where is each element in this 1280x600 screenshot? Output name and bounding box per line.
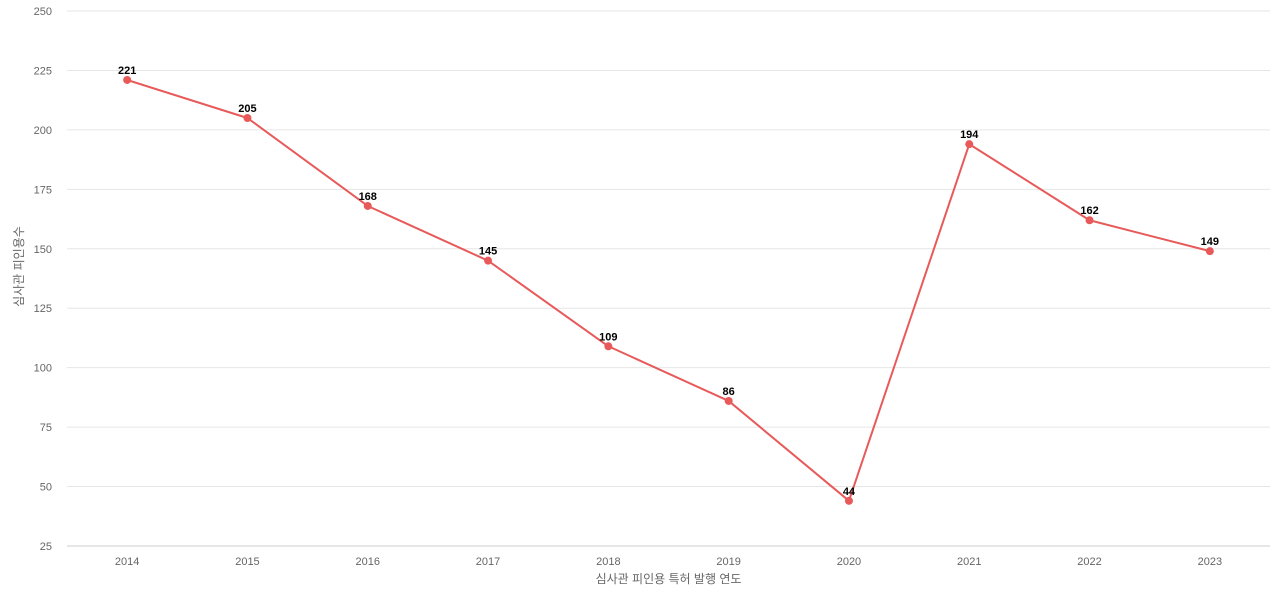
data-label-2020: 44 bbox=[843, 486, 856, 498]
data-labels: 221 205 168 145 109 86 44 194 162 149 bbox=[118, 65, 1219, 498]
x-tick-label-2014: 2014 bbox=[115, 556, 139, 568]
data-label-2014: 221 bbox=[118, 65, 136, 77]
x-tick-label-2018: 2018 bbox=[596, 556, 620, 568]
data-point-2019[interactable] bbox=[724, 396, 733, 405]
x-tick-label-2017: 2017 bbox=[476, 556, 500, 568]
data-label-2019: 86 bbox=[723, 386, 735, 398]
data-point-2015[interactable] bbox=[243, 114, 252, 122]
x-axis-ticks: 2014 2015 2016 2017 2018 2019 2020 2021 2022 2023 bbox=[115, 556, 1222, 568]
x-tick-label-2022: 2022 bbox=[1077, 556, 1101, 568]
y-axis-title: 심사관 피인용수 bbox=[12, 226, 26, 307]
x-axis-title: 심사관 피인용 특허 발행 연도 bbox=[596, 571, 742, 586]
data-label-2022: 162 bbox=[1080, 205, 1098, 217]
y-tick-label-25: 25 bbox=[40, 541, 52, 553]
data-point-2014[interactable] bbox=[123, 75, 132, 84]
y-tick-label-150: 150 bbox=[34, 244, 52, 256]
x-tick-label-2015: 2015 bbox=[235, 556, 259, 568]
series bbox=[123, 75, 1214, 505]
y-tick-label-75: 75 bbox=[40, 422, 52, 434]
x-tick-label-2020: 2020 bbox=[837, 556, 861, 568]
x-tick-label-2023: 2023 bbox=[1198, 556, 1222, 568]
y-tick-label-175: 175 bbox=[34, 184, 52, 196]
y-tick-label-225: 225 bbox=[34, 65, 52, 77]
series-line-0 bbox=[126, 79, 1211, 502]
y-tick-label-250: 250 bbox=[34, 6, 52, 18]
data-label-2016: 168 bbox=[359, 191, 377, 203]
x-tick-label-2016: 2016 bbox=[356, 556, 380, 568]
data-label-2015: 205 bbox=[238, 103, 256, 115]
y-tick-label-200: 200 bbox=[34, 125, 52, 137]
x-tick-label-2019: 2019 bbox=[716, 556, 740, 568]
data-point-2020[interactable] bbox=[844, 496, 853, 505]
y-tick-label-100: 100 bbox=[34, 363, 52, 375]
data-point-2023[interactable] bbox=[1205, 247, 1214, 256]
data-label-2023: 149 bbox=[1201, 236, 1219, 248]
x-tick-label-2021: 2021 bbox=[957, 556, 981, 568]
grid-lines bbox=[67, 10, 1270, 488]
data-point-2017[interactable] bbox=[484, 256, 493, 265]
data-label-2021: 194 bbox=[960, 129, 979, 141]
data-point-2016[interactable] bbox=[363, 201, 372, 210]
y-axis-ticks: 25 50 75 100 125 150 175 200 225 250 bbox=[34, 6, 52, 553]
data-point-2021[interactable] bbox=[965, 140, 974, 149]
data-label-2017: 145 bbox=[479, 246, 497, 258]
data-point-2018[interactable] bbox=[604, 342, 613, 351]
y-tick-label-125: 125 bbox=[34, 303, 52, 315]
y-tick-label-50: 50 bbox=[40, 482, 52, 494]
data-point-2022[interactable] bbox=[1085, 216, 1094, 225]
data-label-2018: 109 bbox=[599, 331, 617, 343]
